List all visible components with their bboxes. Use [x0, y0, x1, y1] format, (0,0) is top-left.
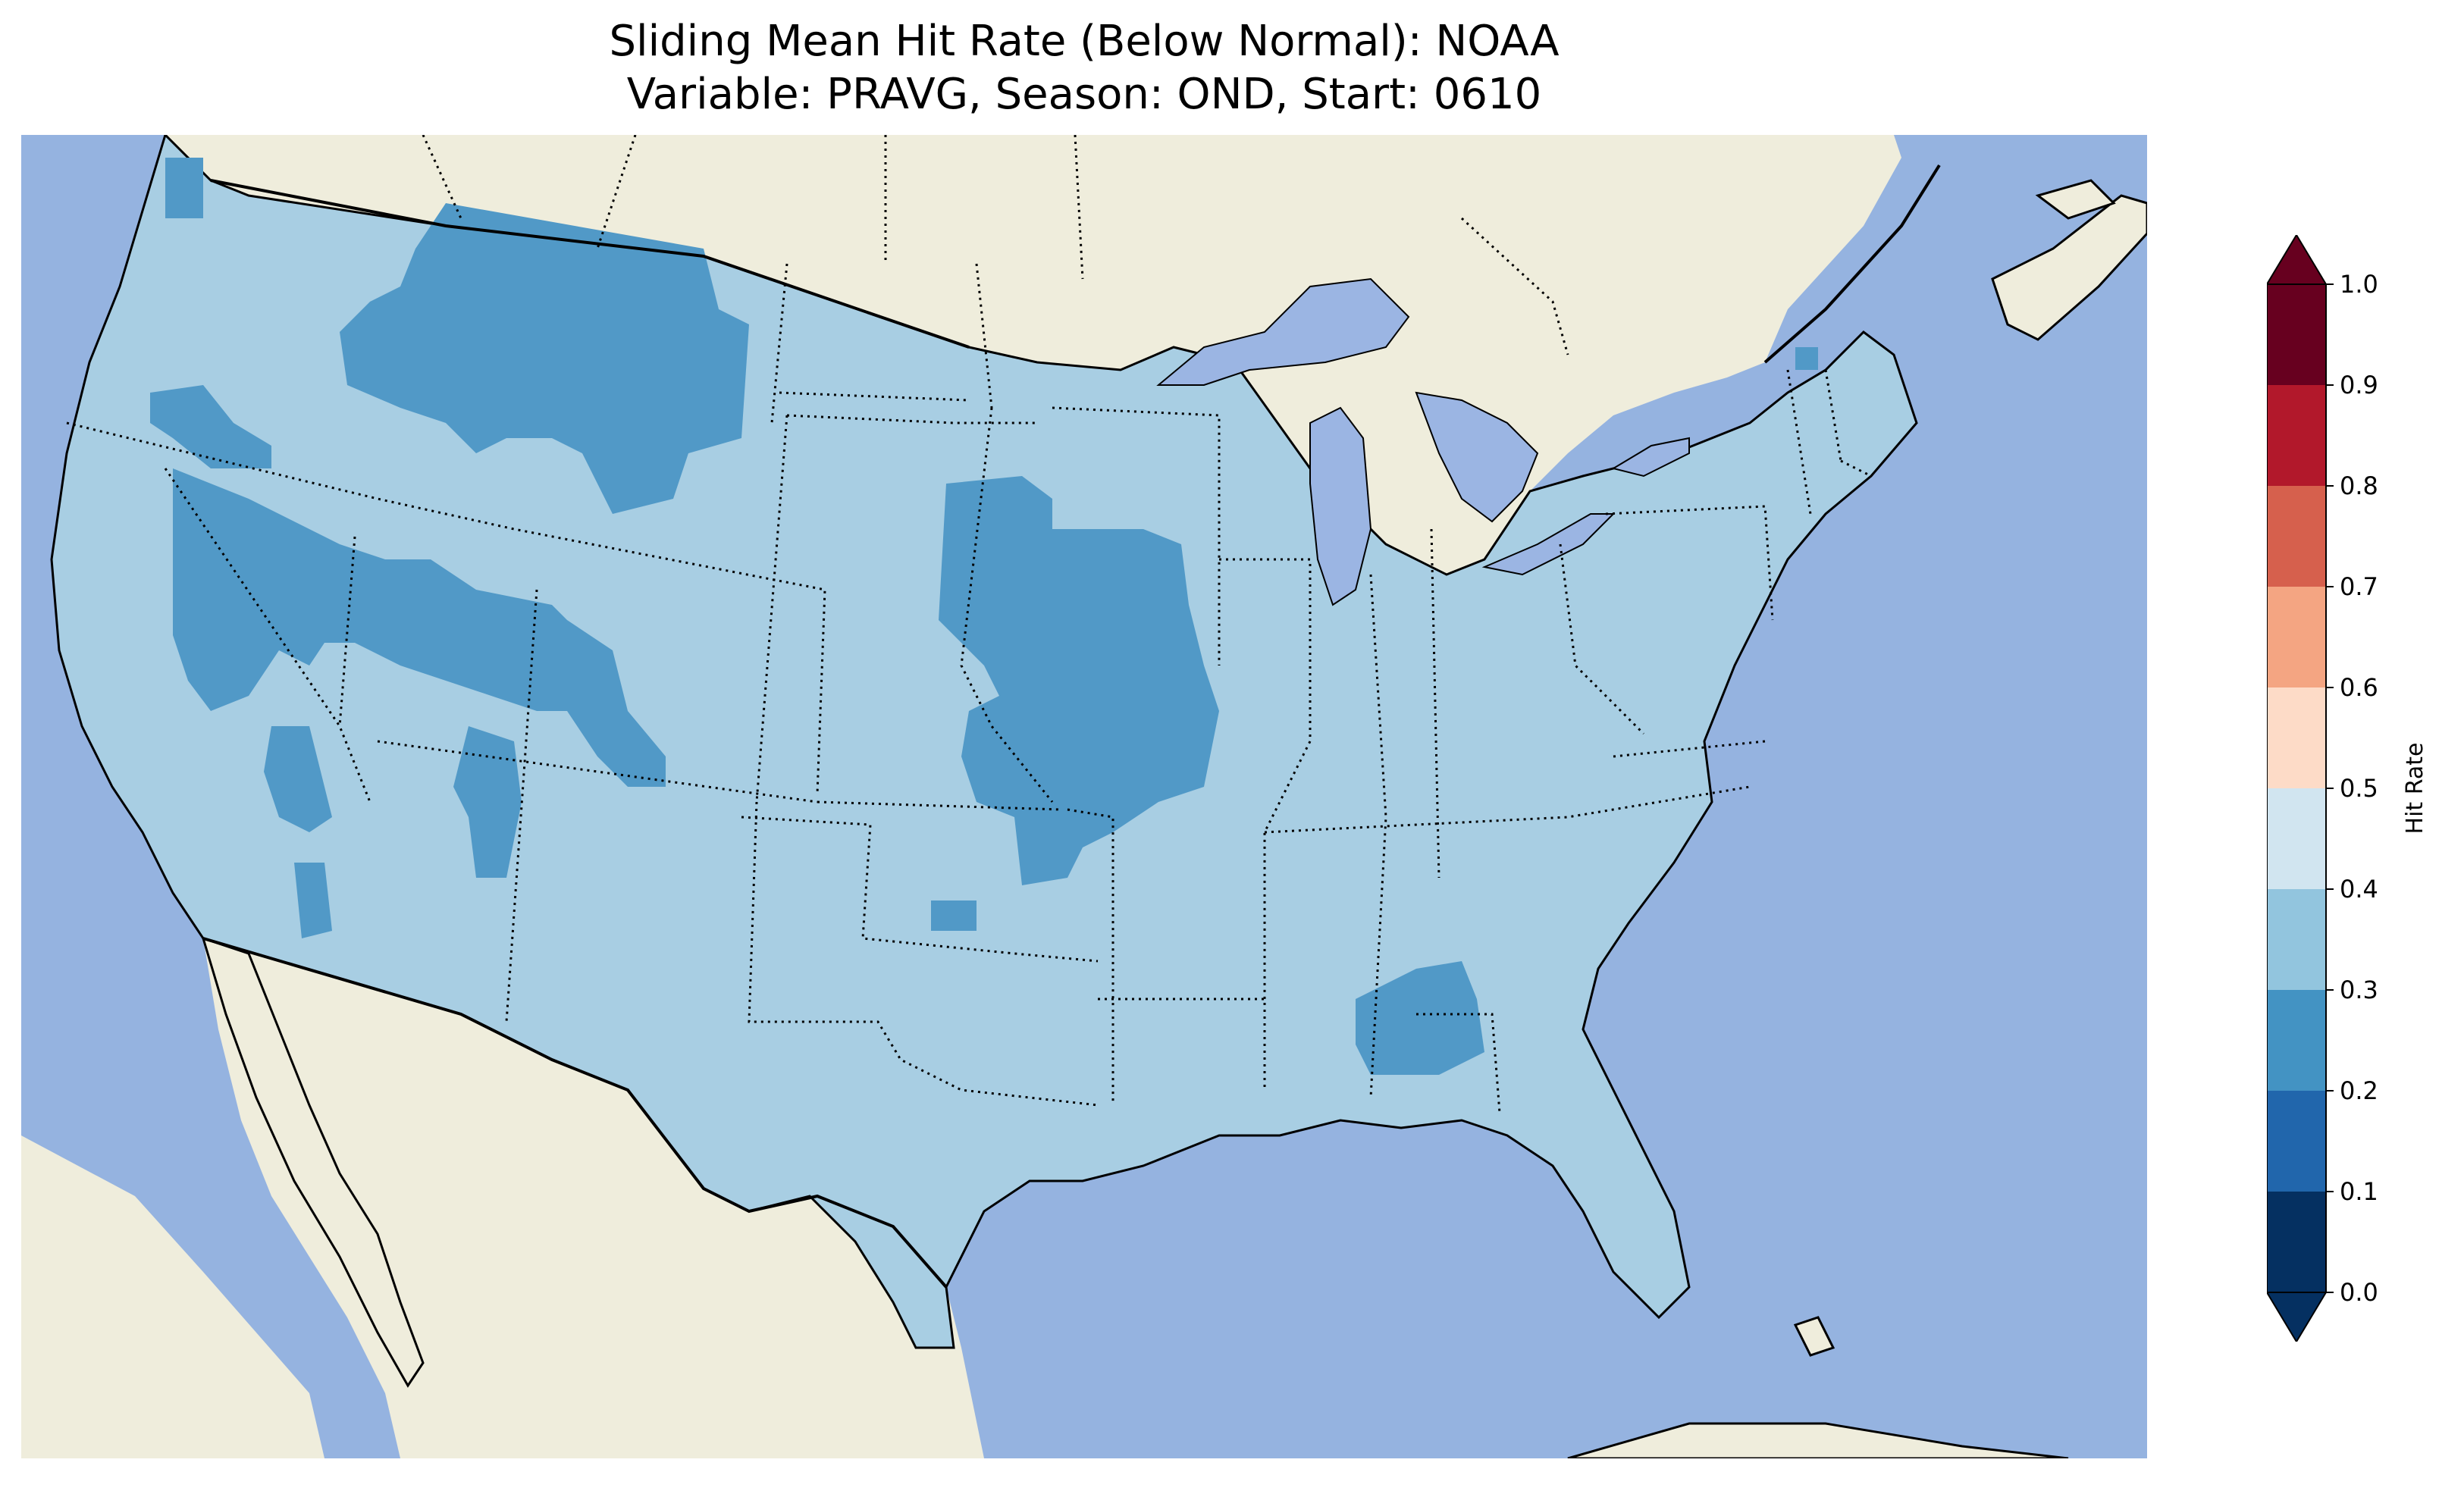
cuba-land [1567, 1422, 2069, 1458]
maritimes-land [1991, 194, 2147, 341]
colorbar-bin [2267, 889, 2326, 990]
colorbar-ticks: 0.0 0.1 0.2 0.3 0.4 0.5 0.6 0.7 0.8 0.9 1.0 [2326, 270, 2378, 1307]
patch-california-east [264, 726, 332, 832]
colorbar-tick-label: 0.5 [2340, 774, 2378, 803]
colorbar-bin [2267, 486, 2326, 587]
national-borders [202, 164, 1941, 1289]
lake-michigan [1309, 406, 1372, 606]
bahamas-island [1793, 1316, 1835, 1357]
colorbar-tick-label: 0.1 [2340, 1177, 2378, 1206]
lake-superior [1156, 277, 1410, 386]
colorbar-bin [2267, 284, 2326, 385]
patch-southern-california [294, 863, 332, 938]
colorbar-bin [2267, 687, 2326, 788]
patch-oregon [150, 385, 271, 468]
pei-land [2035, 179, 2116, 220]
patch-vermont [1795, 347, 1818, 370]
colorbar-bin [2267, 1091, 2326, 1192]
patch-nevada-utah [173, 468, 666, 787]
colorbar-label: Hit Rate [2402, 743, 2428, 835]
baja-peninsula [201, 936, 425, 1388]
colorbar-bin [2267, 788, 2326, 889]
colorbar-tick-label: 0.7 [2340, 572, 2378, 601]
colorbar-bin [2267, 385, 2326, 486]
patch-arizona-north [453, 726, 522, 878]
colorbar: 0.0 0.1 0.2 0.3 0.4 0.5 0.6 0.7 0.8 0.9 1.0 Hit Ra… [2267, 235, 2428, 1342]
lake-ontario [1611, 437, 1690, 478]
patch-alabama [1356, 961, 1484, 1075]
colorbar-tick-label: 0.4 [2340, 875, 2378, 904]
patch-oklahoma [931, 900, 977, 931]
colorbar-bin [2267, 1192, 2326, 1292]
colorbar-tick-label: 0.0 [2340, 1278, 2378, 1307]
patch-washington [165, 158, 203, 218]
colorbar-tick-label: 1.0 [2340, 270, 2378, 299]
colorbar-bins [2267, 283, 2327, 1293]
title-line-1: Sliding Mean Hit Rate (Below Normal): NO… [609, 17, 1560, 66]
patch-nebraska-kansas [939, 476, 1219, 885]
colorbar-tick-label: 0.6 [2340, 673, 2378, 702]
colorbar-tick-label: 0.2 [2340, 1076, 2378, 1105]
colorbar-extend-max [2267, 235, 2328, 285]
colorbar-extend-min [2267, 1292, 2328, 1342]
map-panel [21, 135, 2147, 1458]
colorbar-tick-label: 0.3 [2340, 976, 2378, 1004]
title-line-2: Variable: PRAVG, Season: OND, Start: 061… [626, 70, 1542, 119]
colorbar-bin [2267, 990, 2326, 1091]
lake-huron [1415, 391, 1539, 523]
colorbar-tick-label: 0.8 [2340, 471, 2378, 500]
state-boundaries [66, 135, 1872, 1113]
colorbar-bin [2267, 587, 2326, 687]
great-lakes [1156, 277, 1690, 606]
colorbar-tick-label: 0.9 [2340, 371, 2378, 399]
patch-idaho-montana [340, 203, 749, 514]
low-hit-rate-patches [150, 158, 1818, 1075]
